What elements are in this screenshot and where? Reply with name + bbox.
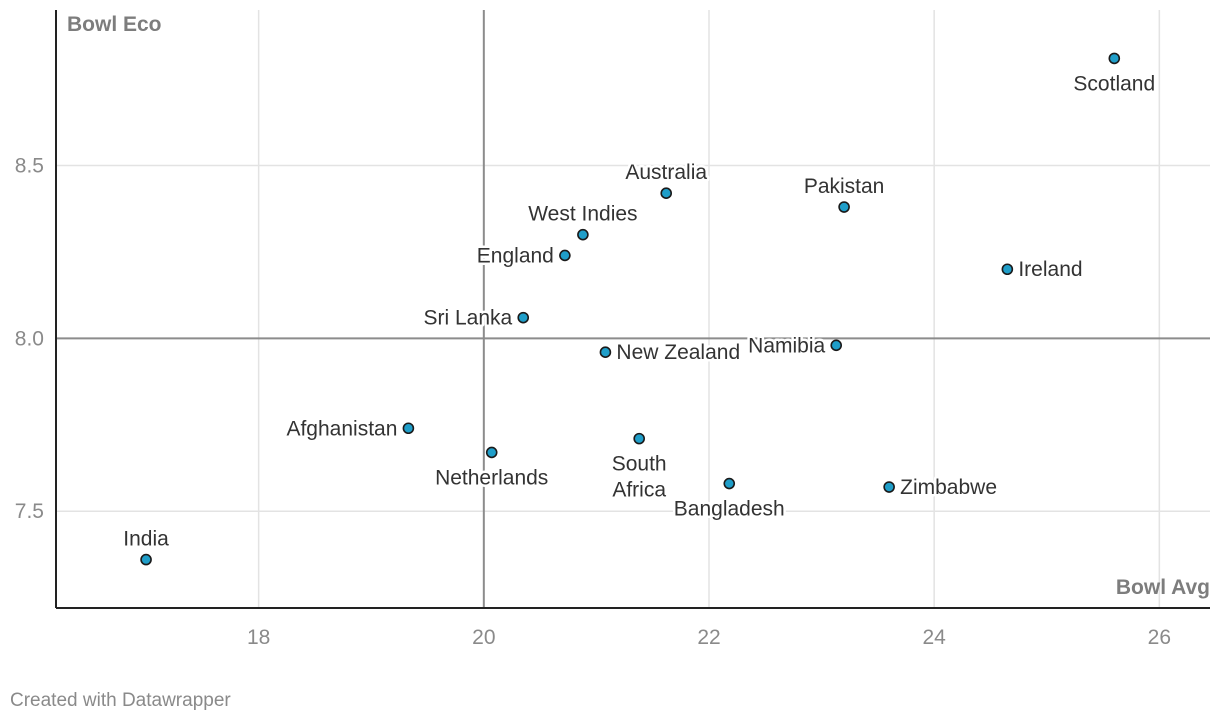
data-point	[485, 446, 498, 459]
credit-text: Created with Datawrapper	[10, 690, 231, 711]
point-label: Netherlands	[435, 466, 548, 489]
x-tick-label: 22	[697, 626, 720, 649]
data-point	[830, 339, 843, 352]
data-point	[883, 481, 895, 493]
point-label: Australia	[625, 161, 707, 184]
data-point	[559, 249, 571, 262]
point-label: England	[477, 244, 554, 267]
point-label: Bangladesh	[674, 498, 785, 521]
data-point	[1108, 52, 1121, 65]
axes	[55, 10, 1210, 609]
point-label: South Africa	[612, 453, 667, 502]
point-label: Sri Lanka	[424, 307, 513, 330]
data-point	[577, 228, 589, 241]
point-label: West Indies	[528, 203, 637, 226]
point-label: Pakistan	[804, 175, 885, 198]
x-tick-label: 26	[1148, 626, 1171, 649]
x-tick-label: 24	[922, 626, 946, 649]
y-tick-label: 8.5	[15, 155, 44, 178]
y-tick-label: 8.0	[15, 327, 44, 350]
grid-lines	[56, 10, 1210, 608]
data-point	[838, 201, 850, 213]
x-tick-label: 20	[472, 626, 495, 649]
data-point	[517, 311, 530, 324]
tick-labels: 18 20 22 24 26 7.5 8.0 8.5	[15, 155, 1171, 649]
data-point	[660, 187, 673, 200]
data-point	[723, 477, 736, 490]
y-axis-title: Bowl Eco	[67, 13, 162, 36]
data-point	[599, 346, 612, 359]
data-points	[140, 52, 1121, 566]
data-point	[633, 432, 645, 445]
point-label: India	[123, 528, 169, 551]
data-point	[402, 422, 415, 435]
point-label: Namibia	[748, 334, 825, 357]
x-axis-title: Bowl Avg	[1116, 576, 1210, 599]
point-label: New Zealand	[616, 341, 740, 364]
point-label: Scotland	[1073, 72, 1155, 95]
point-label: Ireland	[1018, 258, 1082, 281]
y-tick-label: 7.5	[15, 500, 44, 523]
point-labels: Scotland Australia Pakistan West Indies Engl…	[121, 70, 1158, 553]
data-point	[140, 553, 152, 566]
point-label: Zimbabwe	[900, 476, 997, 499]
data-point	[1001, 263, 1014, 276]
point-label: Afghanistan	[286, 417, 397, 440]
x-tick-label: 18	[247, 626, 270, 649]
